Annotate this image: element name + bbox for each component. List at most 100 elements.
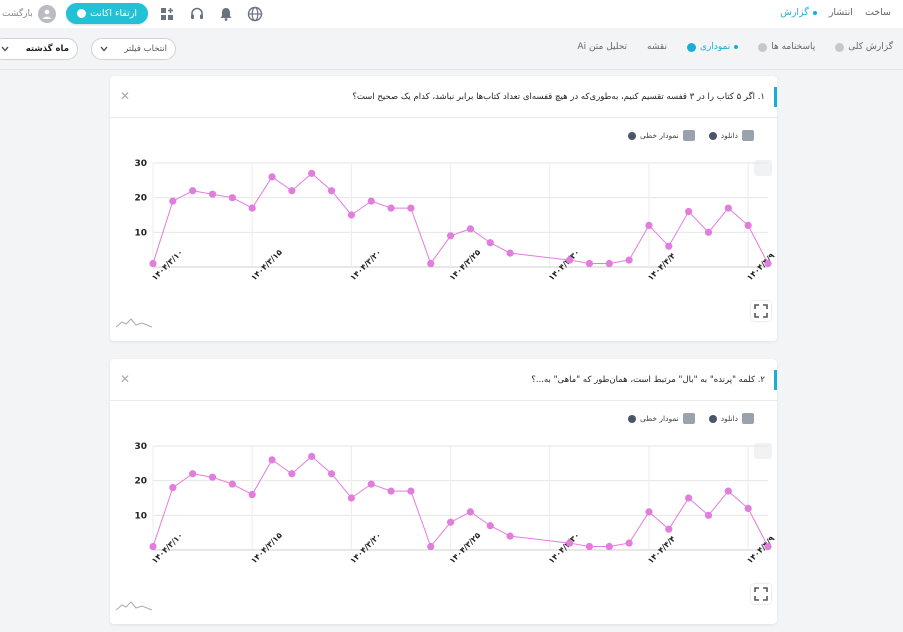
data-point[interactable] bbox=[605, 259, 613, 268]
data-point[interactable] bbox=[407, 487, 415, 495]
data-point[interactable] bbox=[605, 542, 613, 551]
data-point[interactable] bbox=[744, 504, 752, 512]
add-widget-icon[interactable] bbox=[159, 6, 175, 22]
close-icon[interactable]: ✕ bbox=[120, 89, 131, 103]
data-point[interactable] bbox=[645, 508, 653, 516]
x-tick-label: ۱۴۰۴/۳/۲۵ bbox=[448, 531, 483, 566]
data-point[interactable] bbox=[347, 494, 355, 502]
data-point[interactable] bbox=[724, 204, 732, 212]
globe-icon[interactable] bbox=[247, 6, 263, 22]
data-point[interactable] bbox=[645, 221, 653, 229]
data-point[interactable] bbox=[268, 173, 276, 181]
data-point[interactable] bbox=[169, 484, 177, 492]
data-point[interactable] bbox=[506, 532, 514, 540]
data-point[interactable] bbox=[367, 197, 375, 205]
data-point[interactable] bbox=[506, 249, 514, 257]
tab-map-label: نقشه bbox=[647, 42, 667, 52]
data-point[interactable] bbox=[288, 470, 296, 478]
data-point[interactable] bbox=[486, 522, 494, 530]
data-point[interactable] bbox=[387, 487, 395, 495]
data-point[interactable] bbox=[486, 239, 494, 247]
data-point[interactable] bbox=[466, 508, 475, 516]
data-point[interactable] bbox=[327, 187, 336, 195]
y-tick-label: 10 bbox=[134, 511, 147, 521]
x-tick-label: ۱۴۰۴/۳/۲۰ bbox=[348, 531, 383, 566]
data-point[interactable] bbox=[308, 169, 316, 177]
nav-build[interactable]: ساخت bbox=[864, 7, 891, 18]
data-point[interactable] bbox=[189, 187, 197, 195]
data-point[interactable] bbox=[665, 525, 673, 533]
data-point[interactable] bbox=[446, 518, 455, 526]
report-tabs: گزارش کلی پاسخنامه ها نموداری نقشه تحلیل… bbox=[577, 42, 893, 52]
data-point[interactable] bbox=[248, 490, 256, 499]
data-point[interactable] bbox=[407, 204, 415, 212]
back-button[interactable]: بازگشت bbox=[2, 5, 56, 23]
data-point[interactable] bbox=[427, 542, 435, 551]
chart-menu-button[interactable] bbox=[754, 160, 772, 176]
data-point[interactable] bbox=[724, 487, 732, 495]
data-point[interactable] bbox=[208, 473, 217, 481]
data-point[interactable] bbox=[585, 259, 594, 268]
chart-type-button[interactable]: نمودار خطی bbox=[628, 413, 695, 424]
fullscreen-icon[interactable] bbox=[751, 584, 771, 604]
tab-overview[interactable]: گزارش کلی bbox=[835, 42, 893, 52]
chart-type-button[interactable]: نمودار خطی bbox=[628, 130, 695, 141]
data-point[interactable] bbox=[744, 221, 752, 229]
filter-select[interactable]: انتخاب فیلتر bbox=[91, 38, 176, 60]
download-button[interactable]: دانلود bbox=[708, 130, 754, 141]
data-point[interactable] bbox=[566, 539, 574, 547]
data-point[interactable] bbox=[387, 204, 395, 212]
chart-toolbar: دانلود نمودار خطی bbox=[628, 413, 754, 424]
data-point[interactable] bbox=[228, 480, 236, 488]
x-tick-label: ۱۴۰۴/۳/۱۵ bbox=[249, 248, 284, 283]
active-dot-icon bbox=[812, 10, 817, 15]
data-point[interactable] bbox=[288, 187, 296, 195]
download-button[interactable]: دانلود bbox=[708, 413, 754, 424]
data-point[interactable] bbox=[685, 494, 693, 502]
data-point[interactable] bbox=[764, 259, 772, 268]
headset-icon[interactable] bbox=[189, 6, 205, 22]
period-select[interactable]: ماه گذشته bbox=[0, 38, 78, 60]
tab-ai-text-analysis[interactable]: تحلیل متن Ai bbox=[577, 42, 627, 52]
nav-report[interactable]: گزارش bbox=[780, 7, 817, 18]
data-point[interactable] bbox=[466, 225, 475, 233]
data-point[interactable] bbox=[764, 542, 772, 551]
y-tick-label: 20 bbox=[134, 194, 147, 204]
data-point[interactable] bbox=[327, 470, 336, 478]
data-point[interactable] bbox=[585, 542, 594, 551]
data-point[interactable] bbox=[248, 204, 256, 212]
data-point[interactable] bbox=[149, 542, 157, 551]
data-point[interactable] bbox=[268, 456, 276, 464]
fullscreen-icon[interactable] bbox=[751, 301, 771, 321]
tab-charts[interactable]: نموداری bbox=[686, 42, 739, 52]
chart-menu-button[interactable] bbox=[754, 443, 772, 459]
data-point[interactable] bbox=[169, 197, 177, 205]
data-point[interactable] bbox=[685, 207, 693, 216]
data-point[interactable] bbox=[149, 259, 157, 268]
tab-map[interactable]: نقشه bbox=[647, 42, 667, 52]
data-point[interactable] bbox=[625, 539, 633, 547]
data-point[interactable] bbox=[208, 190, 217, 198]
y-tick-label: 10 bbox=[134, 228, 147, 238]
navigator-icon bbox=[116, 318, 152, 328]
data-point[interactable] bbox=[704, 511, 713, 519]
data-point[interactable] bbox=[446, 232, 455, 240]
data-point[interactable] bbox=[189, 470, 197, 478]
data-point[interactable] bbox=[427, 259, 435, 268]
data-point[interactable] bbox=[665, 242, 673, 250]
nav-publish[interactable]: انتشار bbox=[828, 7, 853, 18]
data-point[interactable] bbox=[347, 211, 355, 219]
data-point[interactable] bbox=[625, 256, 633, 264]
close-icon[interactable]: ✕ bbox=[120, 372, 131, 386]
data-point[interactable] bbox=[704, 228, 713, 236]
tab-responses[interactable]: پاسخنامه ها bbox=[758, 42, 815, 52]
y-tick-label: 30 bbox=[134, 159, 147, 169]
upgrade-account-button[interactable]: ارتقاء اکانت bbox=[66, 3, 148, 24]
question-header: ۱. اگر ۵ کتاب را در ۳ قفسه تقسیم کنیم، ب… bbox=[110, 76, 777, 118]
data-point[interactable] bbox=[228, 194, 236, 202]
download-label: دانلود bbox=[720, 414, 738, 423]
bell-icon[interactable] bbox=[218, 6, 234, 22]
data-point[interactable] bbox=[308, 452, 316, 460]
data-point[interactable] bbox=[566, 256, 574, 264]
data-point[interactable] bbox=[367, 480, 375, 488]
